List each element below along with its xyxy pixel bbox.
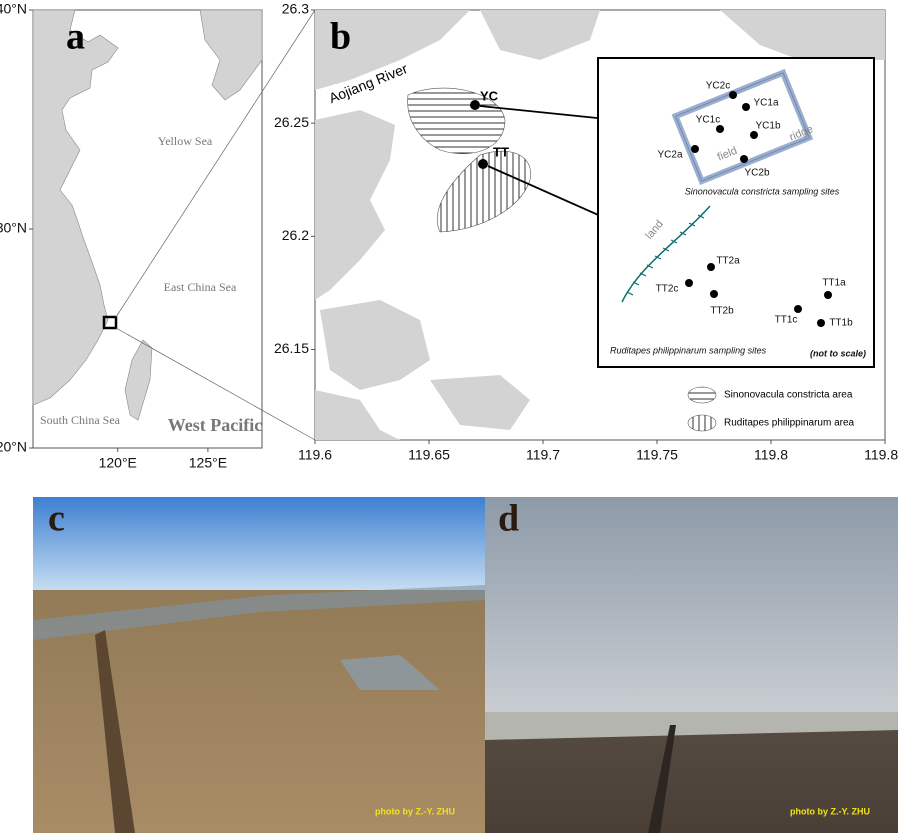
photo-credit: photo by Z.-Y. ZHU (375, 806, 455, 816)
site-label: TT (493, 144, 509, 159)
sample-label: YC1b (755, 121, 780, 132)
panel-label: b (330, 16, 351, 58)
photo-c-sky (33, 497, 485, 590)
sample-label: TT1c (775, 315, 798, 326)
caption: Ruditapes philippinarum sampling sites (610, 345, 767, 355)
photo-credit: photo by Z.-Y. ZHU (790, 806, 870, 816)
sample-label: YC2b (744, 168, 769, 179)
sample-label: YC2c (706, 81, 730, 92)
y-tick-label: 40°N (0, 1, 27, 17)
x-tick-label: 120°E (99, 455, 137, 471)
sample-label: TT2c (656, 284, 679, 295)
sample-point (794, 305, 802, 313)
y-tick-label: 30°N (0, 220, 27, 236)
sample-point (710, 290, 718, 298)
x-tick-label: 119.7 (526, 447, 560, 463)
sample-label: TT1b (829, 318, 853, 329)
note: (not to scale) (810, 348, 866, 358)
y-tick-label: 26.15 (274, 340, 309, 356)
figure: 120°E 125°E 20°N 30°N 40°N 119.6 119.65 119.7 11… (0, 0, 898, 833)
y-tick-label: 20°N (0, 439, 27, 455)
x-tick-label: 119.75 (636, 447, 678, 463)
x-tick-label: 125°E (189, 455, 227, 471)
sample-label: TT2a (716, 256, 740, 267)
x-tick-label: 119.8 (754, 447, 788, 463)
x-tick-label: 119.65 (408, 447, 450, 463)
y-tick-label: 26.3 (282, 1, 309, 17)
x-tick-label: 119.85 (864, 447, 898, 463)
sample-point (817, 319, 825, 327)
sample-point (742, 103, 750, 111)
sea-label: Yellow Sea (158, 134, 213, 148)
sample-point (716, 125, 724, 133)
legend-swatch (688, 415, 716, 431)
panel-label: a (66, 16, 85, 58)
x-tick-label: 119.6 (298, 447, 332, 463)
sample-point (824, 291, 832, 299)
sample-point (729, 91, 737, 99)
sample-point (750, 131, 758, 139)
legend-label: Sinonovacula constricta area (724, 390, 853, 401)
panel-label: d (498, 498, 519, 540)
legend-swatch (688, 387, 716, 403)
sample-label: YC1a (753, 98, 778, 109)
sea-label: South China Sea (40, 413, 121, 427)
site-marker (470, 100, 480, 110)
site-marker (478, 159, 488, 169)
legend-label: Ruditapes philippinarum area (724, 418, 855, 429)
sample-label: TT2b (710, 306, 734, 317)
caption: Sinonovacula constricta sampling sites (685, 186, 840, 196)
panel-label: c (48, 498, 65, 540)
sample-point (685, 279, 693, 287)
y-tick-label: 26.25 (274, 114, 309, 130)
sample-point (707, 263, 715, 271)
sample-label: TT1a (822, 278, 846, 289)
sample-point (740, 155, 748, 163)
y-tick-label: 26.2 (282, 227, 309, 243)
sample-point (691, 145, 699, 153)
sample-label: YC1c (696, 115, 720, 126)
sea-label: East China Sea (164, 280, 237, 294)
site-label: YC (480, 88, 499, 103)
sea-label: West Pacific (168, 415, 262, 435)
photo-d-sky (485, 497, 898, 712)
sample-label: YC2a (657, 150, 682, 161)
